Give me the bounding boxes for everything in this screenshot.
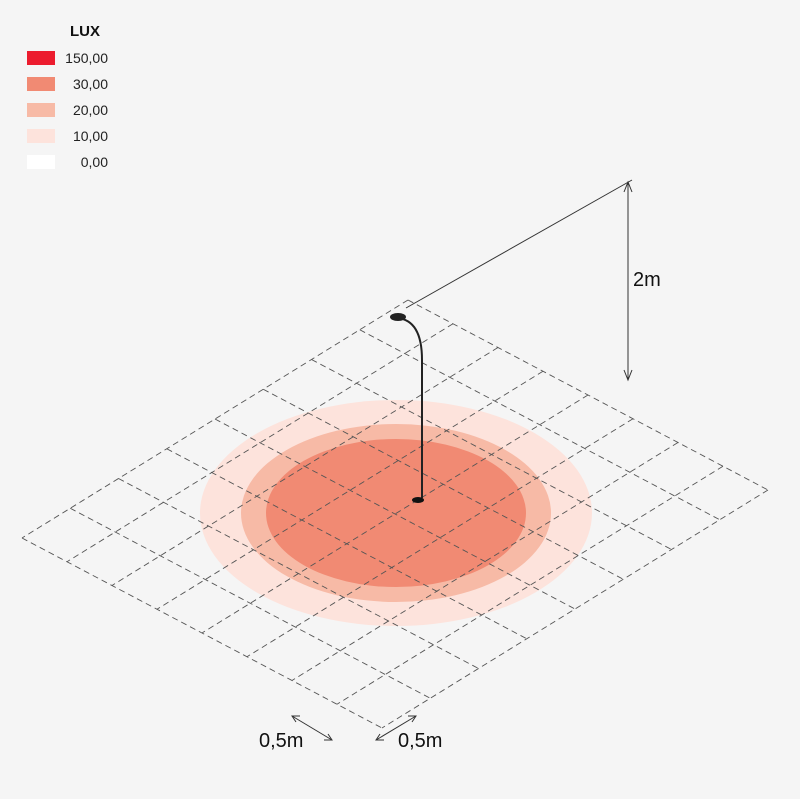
- legend-label: 20,00: [73, 102, 108, 118]
- legend-swatch: [27, 103, 55, 117]
- legend: 150,00 30,00 20,00 10,00 0,00: [27, 50, 108, 170]
- base: [412, 497, 424, 503]
- grid-line: [21, 537, 383, 729]
- grid-line: [70, 507, 431, 699]
- grid-y-label: 0,5m: [398, 730, 442, 752]
- legend-title: LUX: [70, 23, 100, 40]
- legend-swatch: [27, 155, 55, 169]
- arrows: [623, 180, 633, 382]
- legend-swatch: [27, 77, 55, 91]
- legend-label: 10,00: [73, 128, 108, 144]
- extension-line: [405, 179, 633, 309]
- legend-swatch: [27, 51, 55, 65]
- grid-line: [166, 448, 527, 640]
- grid-line: [156, 370, 544, 610]
- grid-line: [291, 442, 679, 681]
- grid-line: [66, 323, 454, 563]
- grid-x-label: 0,5m: [259, 730, 303, 752]
- height-dimension: [405, 179, 633, 382]
- grid-line: [118, 478, 479, 669]
- legend-label: 150,00: [65, 50, 108, 66]
- legend-label: 0,00: [81, 154, 108, 170]
- luminaire: [390, 313, 424, 503]
- grid-line: [246, 418, 634, 658]
- grid-line: [381, 489, 769, 729]
- lamp-head: [390, 313, 406, 321]
- legend-label: 30,00: [73, 76, 108, 92]
- floor-grid: [21, 299, 769, 729]
- grid-line: [201, 394, 589, 634]
- grid-line: [359, 329, 720, 521]
- height-label: 2m: [633, 269, 661, 291]
- grid-line: [111, 347, 499, 586]
- grid-dimensions: [291, 715, 417, 741]
- grid-line: [336, 465, 724, 705]
- grid-line: [21, 299, 409, 539]
- grid-line: [214, 418, 576, 610]
- legend-swatch: [27, 129, 55, 143]
